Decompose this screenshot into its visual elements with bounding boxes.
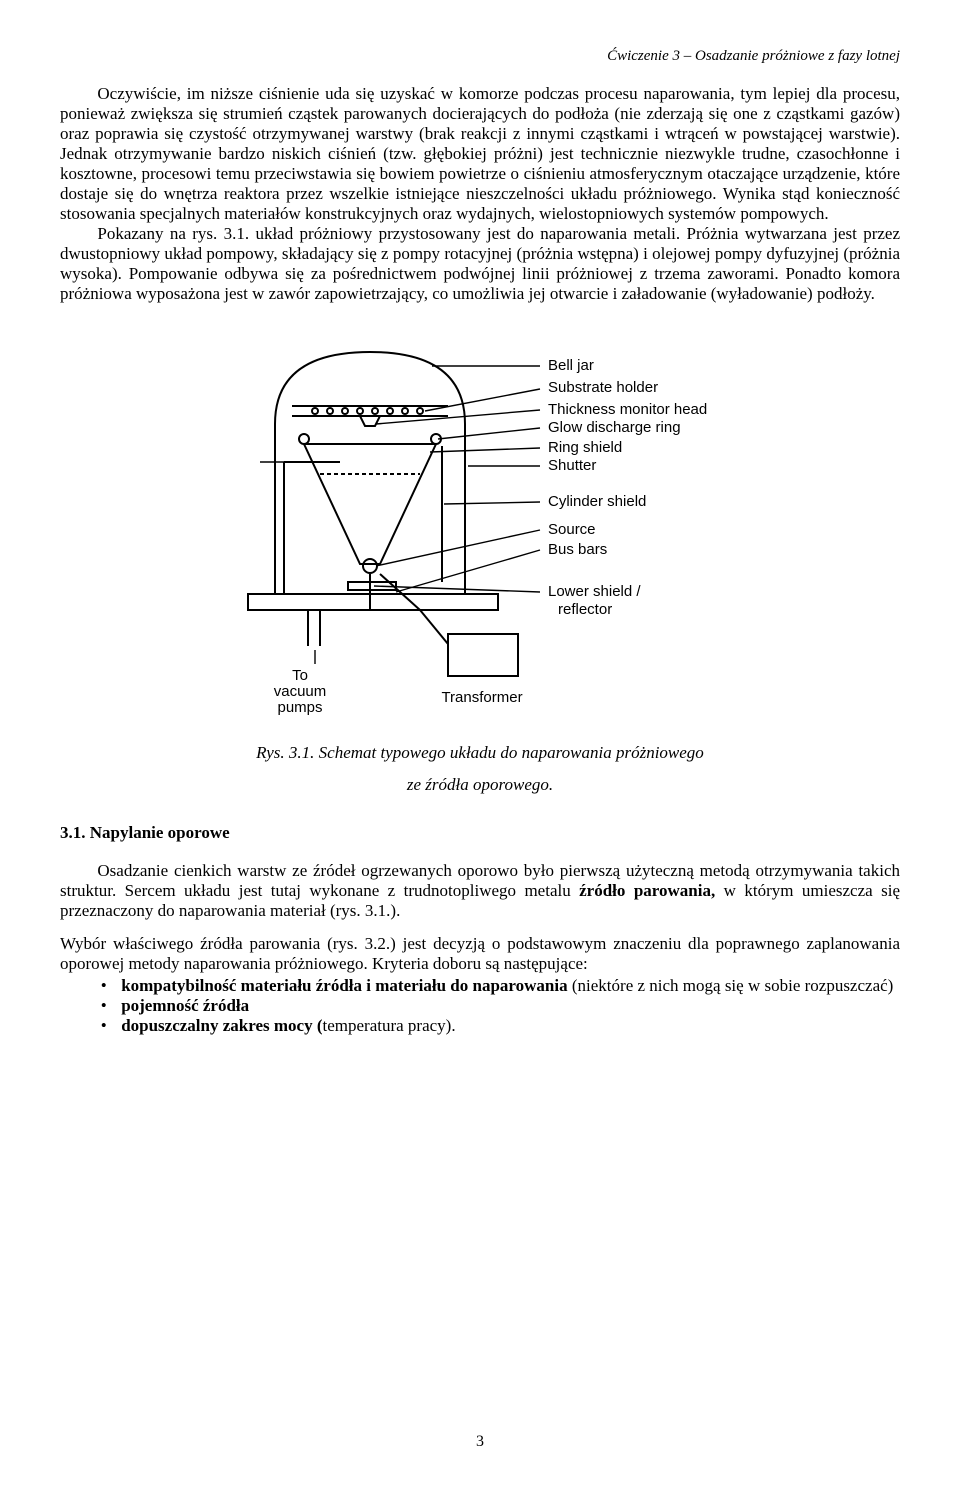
criteria-list: kompatybilność materiału źródła i materi… <box>60 976 900 1037</box>
label-vacuum: vacuum <box>274 683 327 700</box>
bullet-3-rest: temperatura pracy). <box>323 1016 456 1035</box>
label-reflector: reflector <box>558 601 612 618</box>
label-pumps: pumps <box>277 699 322 716</box>
label-bell-jar: Bell jar <box>548 357 594 374</box>
paragraph-3: Osadzanie cienkich warstw ze źródeł ogrz… <box>60 861 900 921</box>
paragraph-1: Oczywiście, im niższe ciśnienie uda się … <box>60 84 900 224</box>
p3-bold: źródło parowania, <box>579 881 715 900</box>
label-bus-bars: Bus bars <box>548 541 607 558</box>
figure-caption-sub: ze źródła oporowego. <box>60 775 900 795</box>
label-transformer: Transformer <box>441 689 522 706</box>
label-thickness-monitor: Thickness monitor head <box>548 401 707 418</box>
figure-caption: Rys. 3.1. Schemat typowego układu do nap… <box>60 743 900 763</box>
bullet-1: kompatybilność materiału źródła i materi… <box>101 976 900 996</box>
figure-3-1: Bell jar Substrate holder Thickness moni… <box>60 334 900 795</box>
vacuum-evaporator-diagram: Bell jar Substrate holder Thickness moni… <box>220 334 740 724</box>
label-to: To <box>292 667 308 684</box>
paragraph-4: Wybór właściwego źródła parowania (rys. … <box>60 934 900 974</box>
bullet-2: pojemność źródła <box>101 996 900 1016</box>
page-number: 3 <box>60 1433 900 1452</box>
bullet-1-rest: (niektóre z nich mogą się w sobie rozpus… <box>568 976 894 995</box>
label-lower-shield: Lower shield / <box>548 583 641 600</box>
bullet-1-bold: kompatybilność materiału źródła i materi… <box>121 976 567 995</box>
running-header: Ćwiczenie 3 – Osadzanie próżniowe z fazy… <box>60 48 900 66</box>
label-glow-ring: Glow discharge ring <box>548 419 681 436</box>
label-substrate-holder: Substrate holder <box>548 379 658 396</box>
bullet-3: dopuszczalny zakres mocy (temperatura pr… <box>101 1016 900 1036</box>
bullet-2-bold: pojemność źródła <box>121 996 249 1015</box>
label-shutter: Shutter <box>548 457 596 474</box>
label-cylinder-shield: Cylinder shield <box>548 493 646 510</box>
paragraph-2: Pokazany na rys. 3.1. układ próżniowy pr… <box>60 224 900 304</box>
section-3-1-heading: 3.1. Napylanie oporowe <box>60 823 900 843</box>
label-source: Source <box>548 521 596 538</box>
bullet-3-bold: dopuszczalny zakres mocy ( <box>121 1016 322 1035</box>
label-ring-shield: Ring shield <box>548 439 622 456</box>
